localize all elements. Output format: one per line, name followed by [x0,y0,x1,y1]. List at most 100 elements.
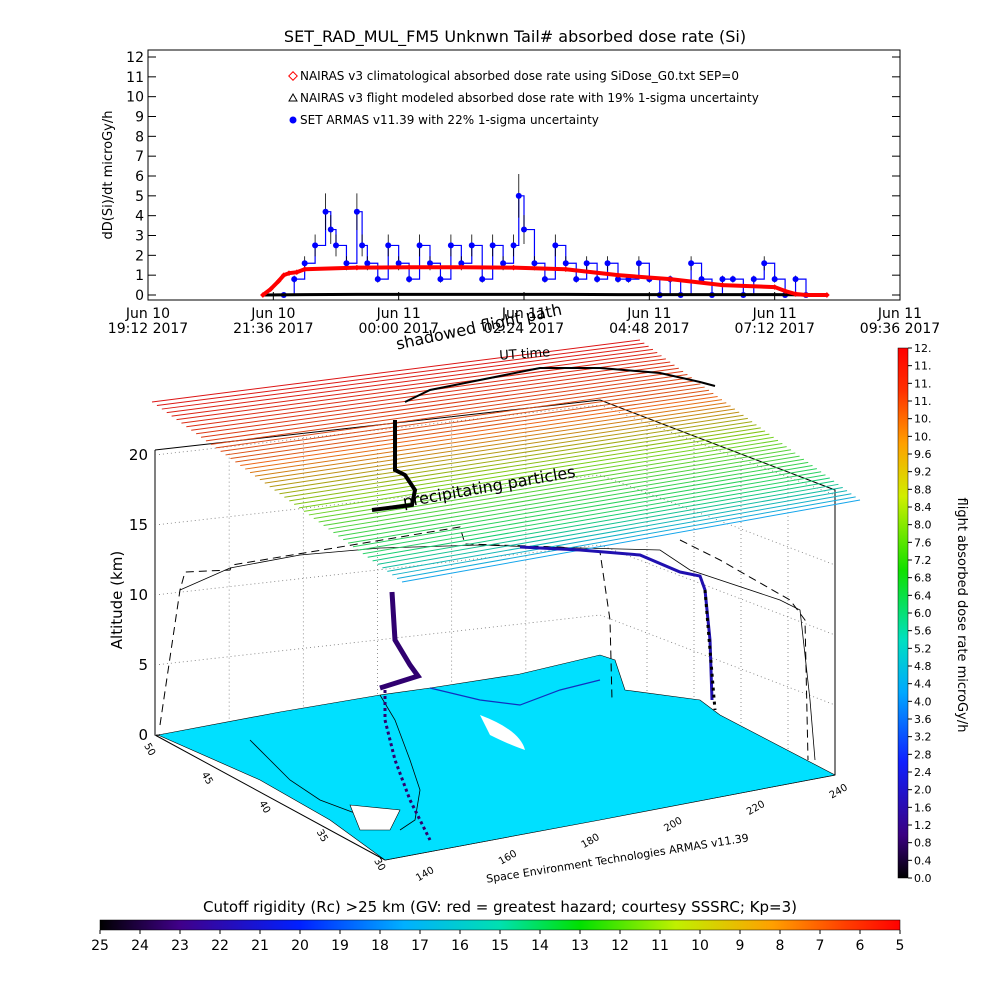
armas-point [594,276,601,283]
x-tick-label-time: 04:48 2017 [609,321,689,337]
particle-layer-line [196,367,679,435]
particle-layer-line [308,439,779,516]
particle-layer-line [367,477,830,558]
colorbar-tick-label: 6.8 [914,572,932,585]
nairas-clim-point [824,292,830,298]
armas-point [468,242,475,249]
x-tick-label-date: Jun 11 [501,306,546,322]
colorbar-tick-label: 8.4 [914,501,932,514]
colorbar-tick-label: 2.4 [914,766,932,779]
particle-layer-line [186,361,671,428]
armas-point [515,192,522,199]
armas-point [489,242,496,249]
plot-frame [147,49,901,301]
rigidity-tick-label: 8 [776,938,785,954]
y-tick-label: 2 [135,248,144,264]
colorbar-tick-label: 0.0 [914,872,932,885]
colorbar-tick-label: 5.2 [914,642,932,655]
particle-layer-line [397,496,856,579]
nairas-clim-point [562,266,569,273]
nairas-clim-point [406,264,412,271]
armas-point [385,242,392,249]
legend-entry: NAIRAS v3 climatological absorbed dose r… [300,69,739,83]
particle-layer-line [151,339,641,403]
colorbar-tick-label: 8.8 [914,483,932,496]
particle-layer-line [377,483,839,565]
armas-point [447,242,454,249]
colorbar-tick-label: 11. [914,395,932,408]
armas-point [479,276,486,283]
particle-layer-line [235,392,714,463]
armas-point [437,276,444,283]
colorbar-tick-label: 0.8 [914,837,932,850]
colorbar-tick-label: 9.2 [914,466,932,479]
colorbar-tick-label: 5.6 [914,625,932,638]
armas-point [729,276,736,283]
y-tick-label: 10 [126,90,144,106]
armas-point [583,260,590,267]
particle-layer-line [254,405,731,477]
nairas-clim-point [260,292,266,298]
particle-layer-line [284,424,757,498]
nairas-clim-point [286,270,292,277]
armas-point [750,276,757,283]
armas-point [395,260,402,267]
x-tick-label-time: 21:36 2017 [233,321,313,337]
x-tick-label-time: 00:00 2017 [358,321,438,337]
y-tick-label: 9 [135,110,144,126]
colorbar-tick-label: 8.0 [914,519,932,532]
rigidity-tick-label: 20 [291,938,309,954]
nairas-clim-point [792,291,799,297]
armas-point [521,226,527,233]
particle-layer-line [264,411,740,484]
particle-layer-line [338,458,805,537]
armas-point [552,242,559,249]
y-tick-label: 7 [135,149,144,165]
y-tick-label: 4 [135,209,144,225]
particle-layer-line [298,433,770,509]
nairas-clim-point [803,292,809,298]
particle-layer-line [357,471,822,551]
colorbar-tick-label: 3.2 [914,731,932,744]
colorbar-tick-label: 1.2 [914,819,932,832]
y-tick-label: 5 [135,189,144,205]
z-tick-label: 0 [138,726,148,744]
y-axis-label: dD(Si)/dt microGy/h [101,111,116,240]
particle-layer-line [205,374,688,442]
particle-layer-line [294,430,766,505]
y-tick-label: 1 [135,268,144,284]
particle-layer-line [323,449,792,527]
rigidity-tick-label: 11 [651,938,669,954]
lat-tick-label: 35 [314,828,330,845]
nairas-clim-point [301,266,308,273]
colorbar-tick-label: 4.4 [914,678,932,691]
rigidity-tick-label: 9 [736,938,745,954]
particle-layer-line [166,348,654,414]
particle-layer-line [328,452,796,530]
legend: NAIRAS v3 climatological absorbed dose r… [288,69,759,127]
nairas-clim-point [294,269,300,276]
particle-layer-line [274,417,748,491]
colorbar-tick-label: 7.6 [914,536,932,549]
colorbar-tick-label: 7.2 [914,554,932,567]
armas-point [541,276,548,283]
particle-layer-line [401,499,861,583]
particle-layer-line [215,380,697,449]
rigidity-tick-label: 24 [131,938,149,954]
colorbar-tick-label: 12. [914,342,932,355]
colorbar-tick-label: 2.8 [914,748,932,761]
rigidity-tick-label: 15 [491,938,509,954]
armas-point [406,276,413,283]
particle-layer-line [171,352,658,417]
colorbar-tick-label: 4.0 [914,695,932,708]
lon-tick-label: 180 [580,832,602,851]
rigidity-tick-label: 22 [211,938,229,954]
colorbar-tick-label: 1.6 [914,801,932,814]
armas-point [688,260,695,267]
dose-colorbar-label: flight absorbed dose rate microGy/h [954,498,969,733]
armas-point [301,260,308,267]
armas-point [604,260,611,267]
particle-layer-line [181,358,666,424]
x-tick-label-date: Jun 11 [877,306,922,322]
